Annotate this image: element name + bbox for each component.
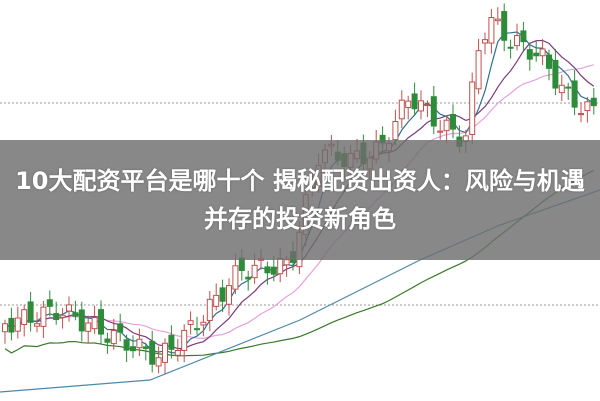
candle-body <box>264 266 271 274</box>
candle-body <box>155 357 162 367</box>
candle-body <box>194 328 200 331</box>
candle-body <box>117 323 124 333</box>
candle-body <box>123 339 130 351</box>
candle-body <box>149 340 156 365</box>
candle-body <box>514 35 520 47</box>
candle-body <box>488 17 495 44</box>
candle-body <box>174 349 181 356</box>
candle-body <box>53 313 60 321</box>
candle-body <box>232 265 239 290</box>
candle-body <box>245 276 252 280</box>
candle-body <box>72 312 79 317</box>
candle-body <box>501 11 508 41</box>
candle-body <box>469 81 476 135</box>
candle-body <box>181 329 188 352</box>
candle-body <box>418 100 424 112</box>
candle-body <box>494 18 501 22</box>
candle-body <box>2 323 8 333</box>
candle-body <box>40 306 47 327</box>
candle-body <box>14 317 21 332</box>
candle-body <box>91 317 98 330</box>
candle-body <box>565 86 572 89</box>
candle-body <box>475 50 482 90</box>
candle-body <box>539 48 546 57</box>
candle-body <box>206 298 213 321</box>
candle-body <box>584 101 591 112</box>
candle-body <box>392 120 399 141</box>
candle-body <box>443 119 450 132</box>
candle-body <box>277 258 284 275</box>
candle-body <box>520 30 527 43</box>
candle-body <box>200 321 207 326</box>
candle-body <box>411 93 418 110</box>
candle-body <box>59 314 66 318</box>
candle-body <box>482 39 488 44</box>
candle-body <box>219 287 226 302</box>
candle-body <box>21 309 28 326</box>
candle-body <box>424 104 431 107</box>
headline-text: 10大配资平台是哪十个 揭秘配资出资人：风险与机遇并存的投资新角色 <box>15 167 585 233</box>
candle-body <box>270 266 277 275</box>
candle-body <box>450 114 456 130</box>
candle-body <box>168 334 175 350</box>
candle-body <box>162 342 168 363</box>
candle-body <box>251 264 258 279</box>
candle-body <box>507 46 514 49</box>
candle-body <box>590 97 597 107</box>
candle-body <box>526 49 533 60</box>
candle-body <box>66 304 72 312</box>
candle-body <box>546 54 552 69</box>
candle-body <box>78 309 85 332</box>
candle-body <box>98 309 104 335</box>
candle-body <box>213 294 220 307</box>
candle-body <box>430 96 437 127</box>
candle-body <box>46 299 53 307</box>
candle-body <box>405 100 412 109</box>
headline-banner: 10大配资平台是哪十个 揭秘配资出资人：风险与机遇并存的投资新角色 <box>0 140 600 260</box>
candle-body <box>558 84 565 94</box>
candle-body <box>226 285 232 305</box>
candle-body <box>27 301 34 323</box>
candle-body <box>187 320 194 325</box>
candle-body <box>283 259 290 266</box>
candle-body <box>130 346 136 352</box>
candle-body <box>85 322 92 332</box>
candle-body <box>8 317 15 333</box>
candle-body <box>571 80 578 108</box>
candle-body <box>34 323 40 327</box>
candle-body <box>142 346 149 349</box>
candle-body <box>437 130 444 133</box>
candle-body <box>533 52 540 57</box>
candle-body <box>110 330 117 345</box>
candle-body <box>398 99 405 120</box>
candle-body <box>136 338 143 349</box>
candle-body <box>578 113 584 116</box>
candle-body <box>552 59 559 89</box>
candle-body <box>104 338 111 343</box>
